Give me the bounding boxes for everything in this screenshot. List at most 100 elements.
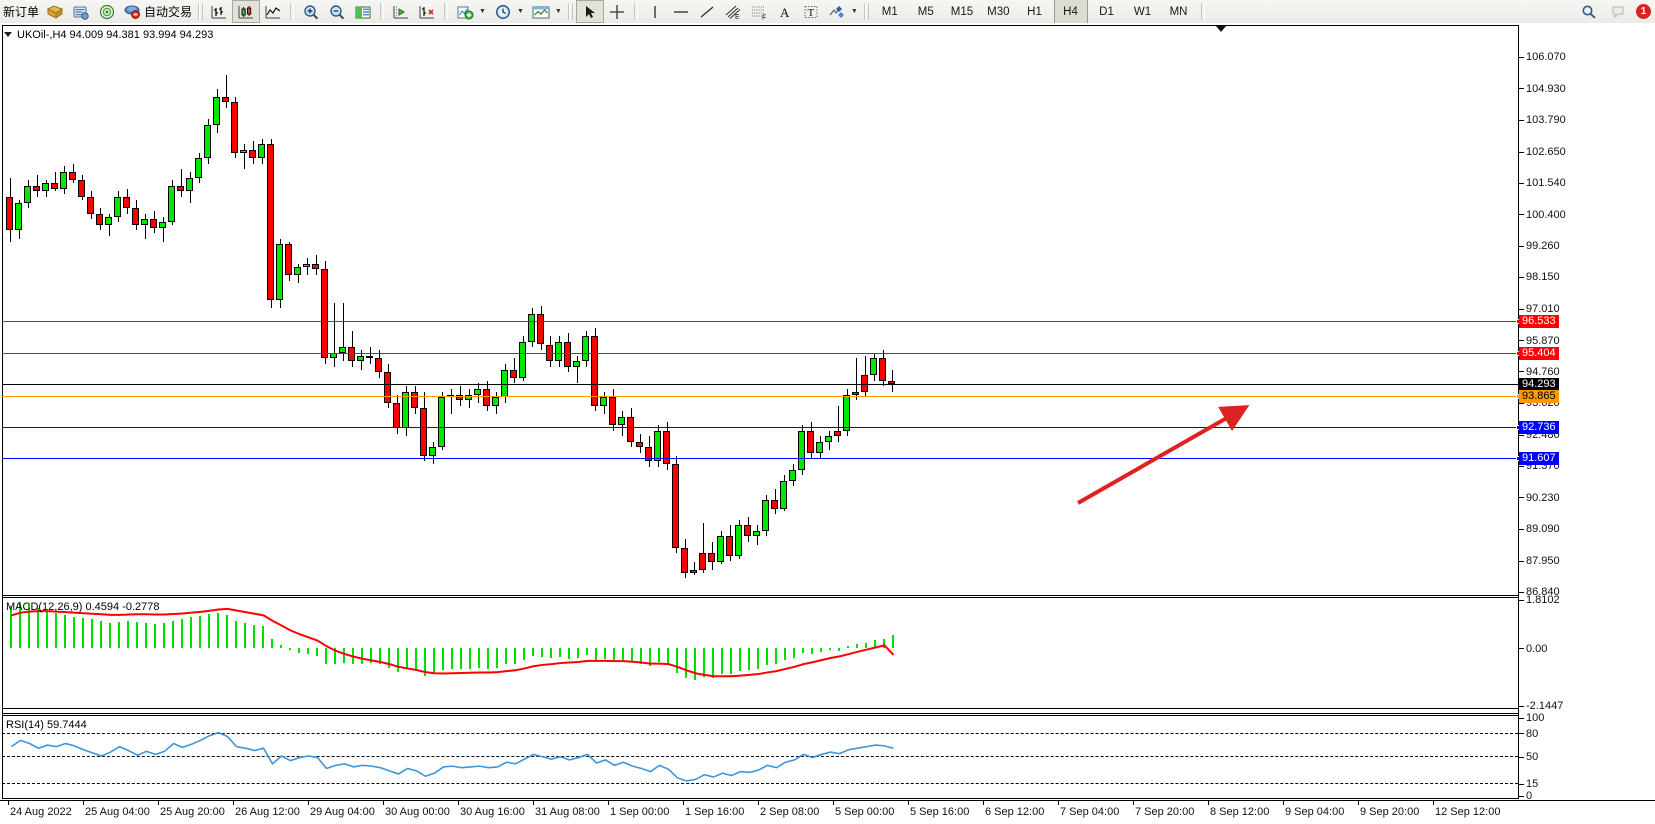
toolbar-grip-1[interactable] [198,3,204,20]
timeframe-m15[interactable]: M15 [950,5,974,18]
macd-histogram-bar [162,623,165,648]
rsi-pane[interactable] [2,715,1518,799]
price-line-pivot[interactable] [2,393,1521,399]
time-axis-label: 6 Sep 12:00 [985,806,1045,818]
templates-dropdown-arrow[interactable]: ▼ [554,8,562,15]
time-axis[interactable]: 24 Aug 2022 25 Aug 04:00 25 Aug 20:00 26 Au… [0,800,1655,824]
macd-tick: 0.00 [1519,643,1547,655]
fibonacci-icon[interactable]: F [746,1,772,22]
macd-histogram-bar [36,607,39,648]
text-box-icon[interactable]: T [798,1,824,22]
candle-body [303,263,310,267]
macd-histogram-bar [108,622,111,648]
timeframe-h1[interactable]: H1 [1027,5,1042,18]
add-indicator-icon[interactable] [452,1,478,22]
timeframe-w1[interactable]: W1 [1133,5,1152,18]
price-tick: 94.760 [1519,366,1560,378]
macd-pane[interactable] [2,597,1518,709]
time-axis-label: 5 Sep 16:00 [910,806,970,818]
candle-body [600,397,607,406]
candle-body [51,183,58,189]
candle-wick [577,355,578,384]
macd-histogram-bar [369,647,372,664]
price-line-support-2[interactable] [2,456,1521,462]
new-order-button[interactable]: 新订单 [0,1,42,22]
templates-icon[interactable] [528,1,554,22]
macd-histogram-bar [45,610,48,648]
candle-body [717,536,724,562]
candle-body [384,372,391,403]
crosshair-icon[interactable] [604,1,630,22]
text-label-icon[interactable]: A [772,1,798,22]
price-line-resistance-2[interactable] [2,350,1521,356]
data-folder-icon[interactable] [42,1,68,22]
chart-shift-icon[interactable] [388,1,414,22]
timeframe-h4[interactable]: H4 [1053,0,1088,24]
period-clock-icon[interactable] [490,1,516,22]
macd-histogram-bar [153,624,156,648]
timeframe-m30[interactable]: M30 [987,5,1010,18]
trendline-icon[interactable] [694,1,720,22]
macd-histogram-bar [846,646,849,648]
equidistant-channel-icon[interactable]: E [720,1,746,22]
timeframe-m1[interactable]: M1 [881,5,898,18]
price-label-current-price: 94.293 [1519,377,1559,391]
shapes-dropdown-arrow[interactable]: ▼ [850,8,858,15]
auto-scroll-icon[interactable] [414,1,440,22]
timeframe-mn[interactable]: MN [1169,5,1188,18]
line-chart-icon[interactable] [260,1,286,22]
time-axis-label: 1 Sep 00:00 [610,806,670,818]
data-window-icon[interactable] [350,1,376,22]
macd-histogram-bar [459,647,462,670]
price-tick: 101.540 [1519,177,1566,189]
cursor-icon[interactable] [575,0,604,23]
toolbar-grip-3[interactable] [863,3,869,20]
candle-wick [244,144,245,170]
navigator-icon[interactable] [94,1,120,22]
zoom-in-icon[interactable] [298,1,324,22]
candle-body [249,149,256,159]
bar-chart-icon[interactable] [206,1,232,22]
horizontal-line-icon[interactable] [668,1,694,22]
candlestick-chart-icon[interactable] [232,0,261,23]
market-watch-icon[interactable] [68,1,94,22]
price-line-support-1[interactable] [2,424,1521,430]
macd-histogram-bar [270,639,273,648]
candle-body [591,336,598,406]
candle-body [537,313,544,345]
period-dropdown-arrow[interactable]: ▼ [516,8,524,15]
candle-body [222,96,229,103]
vertical-line-icon[interactable] [642,1,668,22]
macd-histogram-bar [738,647,741,672]
macd-histogram-bar [549,647,552,659]
time-tick [983,801,984,805]
price-tick: 86.840 [1519,586,1560,598]
add-indicator-dropdown-arrow[interactable]: ▼ [479,8,486,15]
shapes-arrows-icon[interactable] [824,1,850,22]
price-scale[interactable]: 106.070 104.930 103.790 102.650 101.540 100.4… [1518,25,1655,802]
chart-menu-caret-icon[interactable] [4,32,12,37]
macd-histogram-bar [765,647,768,665]
price-line-current-price[interactable] [2,383,1518,385]
time-tick [458,801,459,805]
symbol-info-bar[interactable]: UKOil-,H4 94.009 94.381 93.994 94.293 [4,28,213,41]
candle-body [816,441,823,453]
timeframe-m5[interactable]: M5 [917,5,934,18]
price-label-support-2: 91.607 [1519,452,1559,466]
toolbar-grip-2[interactable] [567,3,573,20]
search-icon[interactable] [1576,1,1602,22]
chart-scroll-marker-icon[interactable] [1216,26,1226,32]
notifications-icon[interactable] [1602,1,1636,22]
candle-body [411,391,418,409]
candle-wick [226,74,227,108]
timeframe-d1[interactable]: D1 [1099,5,1114,18]
macd-histogram-bar [225,614,228,648]
macd-histogram-bar [864,642,867,648]
time-axis-label: 7 Sep 20:00 [1135,806,1195,818]
svg-text:A: A [780,5,790,20]
autotrading-button[interactable]: 自动交易 [120,1,195,22]
zoom-out-icon[interactable] [324,1,350,22]
time-tick [233,801,234,805]
price-tick: 87.950 [1519,555,1560,567]
price-line-resistance-1[interactable] [2,319,1521,325]
